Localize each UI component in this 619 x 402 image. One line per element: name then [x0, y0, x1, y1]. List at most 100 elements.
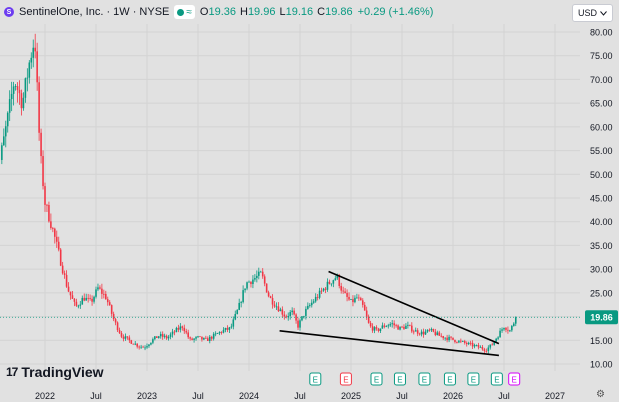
candle [89, 297, 91, 299]
candle [477, 344, 480, 348]
candle [10, 93, 13, 100]
candle [440, 335, 443, 337]
candle [75, 301, 78, 306]
y-tick-label: 45.00 [590, 194, 613, 204]
candle [334, 278, 337, 281]
candle [169, 334, 172, 337]
candle [132, 343, 135, 345]
candle [261, 271, 264, 277]
currency-selector[interactable]: USD [571, 4, 613, 22]
candle [493, 341, 495, 345]
candle [411, 325, 413, 332]
candle [320, 290, 323, 292]
candle [287, 316, 290, 318]
candle [316, 296, 319, 298]
candle [122, 336, 125, 339]
market-status-badge[interactable]: ≈ [174, 5, 195, 19]
candle [387, 325, 390, 327]
candle [93, 296, 95, 302]
earnings-marker[interactable]: E [339, 372, 352, 386]
high-value: H19.96 [239, 6, 276, 18]
candle [205, 337, 207, 339]
candle [112, 313, 115, 320]
candle [12, 86, 15, 94]
candle [95, 289, 97, 297]
candle [513, 323, 515, 326]
candle [332, 280, 335, 284]
y-tick-label: 30.00 [590, 265, 613, 275]
candle [232, 319, 235, 327]
candle [360, 298, 362, 301]
earnings-marker[interactable]: E [393, 372, 406, 386]
candle [436, 332, 439, 336]
candle [108, 302, 111, 306]
candle [236, 309, 239, 314]
y-tick-label: 70.00 [590, 75, 613, 85]
candle [450, 336, 452, 338]
candle [234, 313, 237, 320]
candle [354, 297, 356, 303]
candle [485, 351, 488, 352]
candle [150, 342, 152, 345]
candle [473, 345, 476, 347]
x-tick-label: Jul [90, 391, 102, 401]
candle [303, 315, 305, 317]
tradingview-logo[interactable]: 17 TradingView [6, 364, 104, 380]
candle [26, 77, 29, 79]
svg-text:E: E [313, 376, 318, 385]
candle [509, 330, 511, 332]
candle [126, 336, 129, 338]
candle [379, 328, 382, 331]
gear-icon[interactable]: ⚙ [596, 389, 605, 400]
candle [283, 314, 286, 317]
candle [67, 286, 70, 292]
company-logo-icon: S [4, 7, 14, 17]
wave-icon: ≈ [186, 6, 192, 18]
candle [142, 346, 144, 348]
candle [489, 344, 492, 348]
earnings-marker[interactable]: E [467, 372, 480, 386]
candle [397, 325, 399, 330]
candle [161, 334, 164, 337]
candle [511, 325, 513, 331]
candle [156, 336, 158, 338]
candle [81, 297, 84, 305]
candle [36, 51, 38, 83]
candle [91, 298, 93, 302]
candle [3, 136, 5, 146]
candle [185, 331, 188, 333]
candle [471, 342, 474, 347]
earnings-marker[interactable]: E [490, 372, 503, 386]
candle [348, 296, 350, 300]
candle [256, 275, 258, 279]
candle [171, 331, 174, 335]
candle [326, 281, 329, 290]
earnings-marker[interactable]: E [418, 372, 431, 386]
candle [424, 331, 427, 335]
candle [381, 325, 384, 329]
candle [50, 221, 52, 229]
candle [157, 336, 160, 338]
candle [4, 126, 7, 137]
candle [230, 326, 233, 328]
candle [195, 337, 197, 339]
candle [258, 271, 260, 276]
candle [356, 297, 358, 299]
trendline [328, 270, 500, 345]
earnings-marker[interactable]: E [508, 372, 521, 386]
candle [44, 186, 46, 205]
candle [208, 336, 211, 341]
symbol-title[interactable]: SentinelOne, Inc. · 1W · NYSE [19, 6, 170, 18]
candle [295, 314, 297, 321]
candle [240, 302, 242, 303]
candle [218, 331, 221, 334]
candle [275, 306, 278, 308]
earnings-marker[interactable]: E [370, 372, 383, 386]
earnings-marker[interactable]: E [443, 372, 456, 386]
candle [52, 228, 54, 229]
candle [463, 341, 466, 343]
candle [465, 342, 468, 345]
candle [144, 347, 146, 349]
earnings-marker[interactable]: E [309, 372, 322, 386]
